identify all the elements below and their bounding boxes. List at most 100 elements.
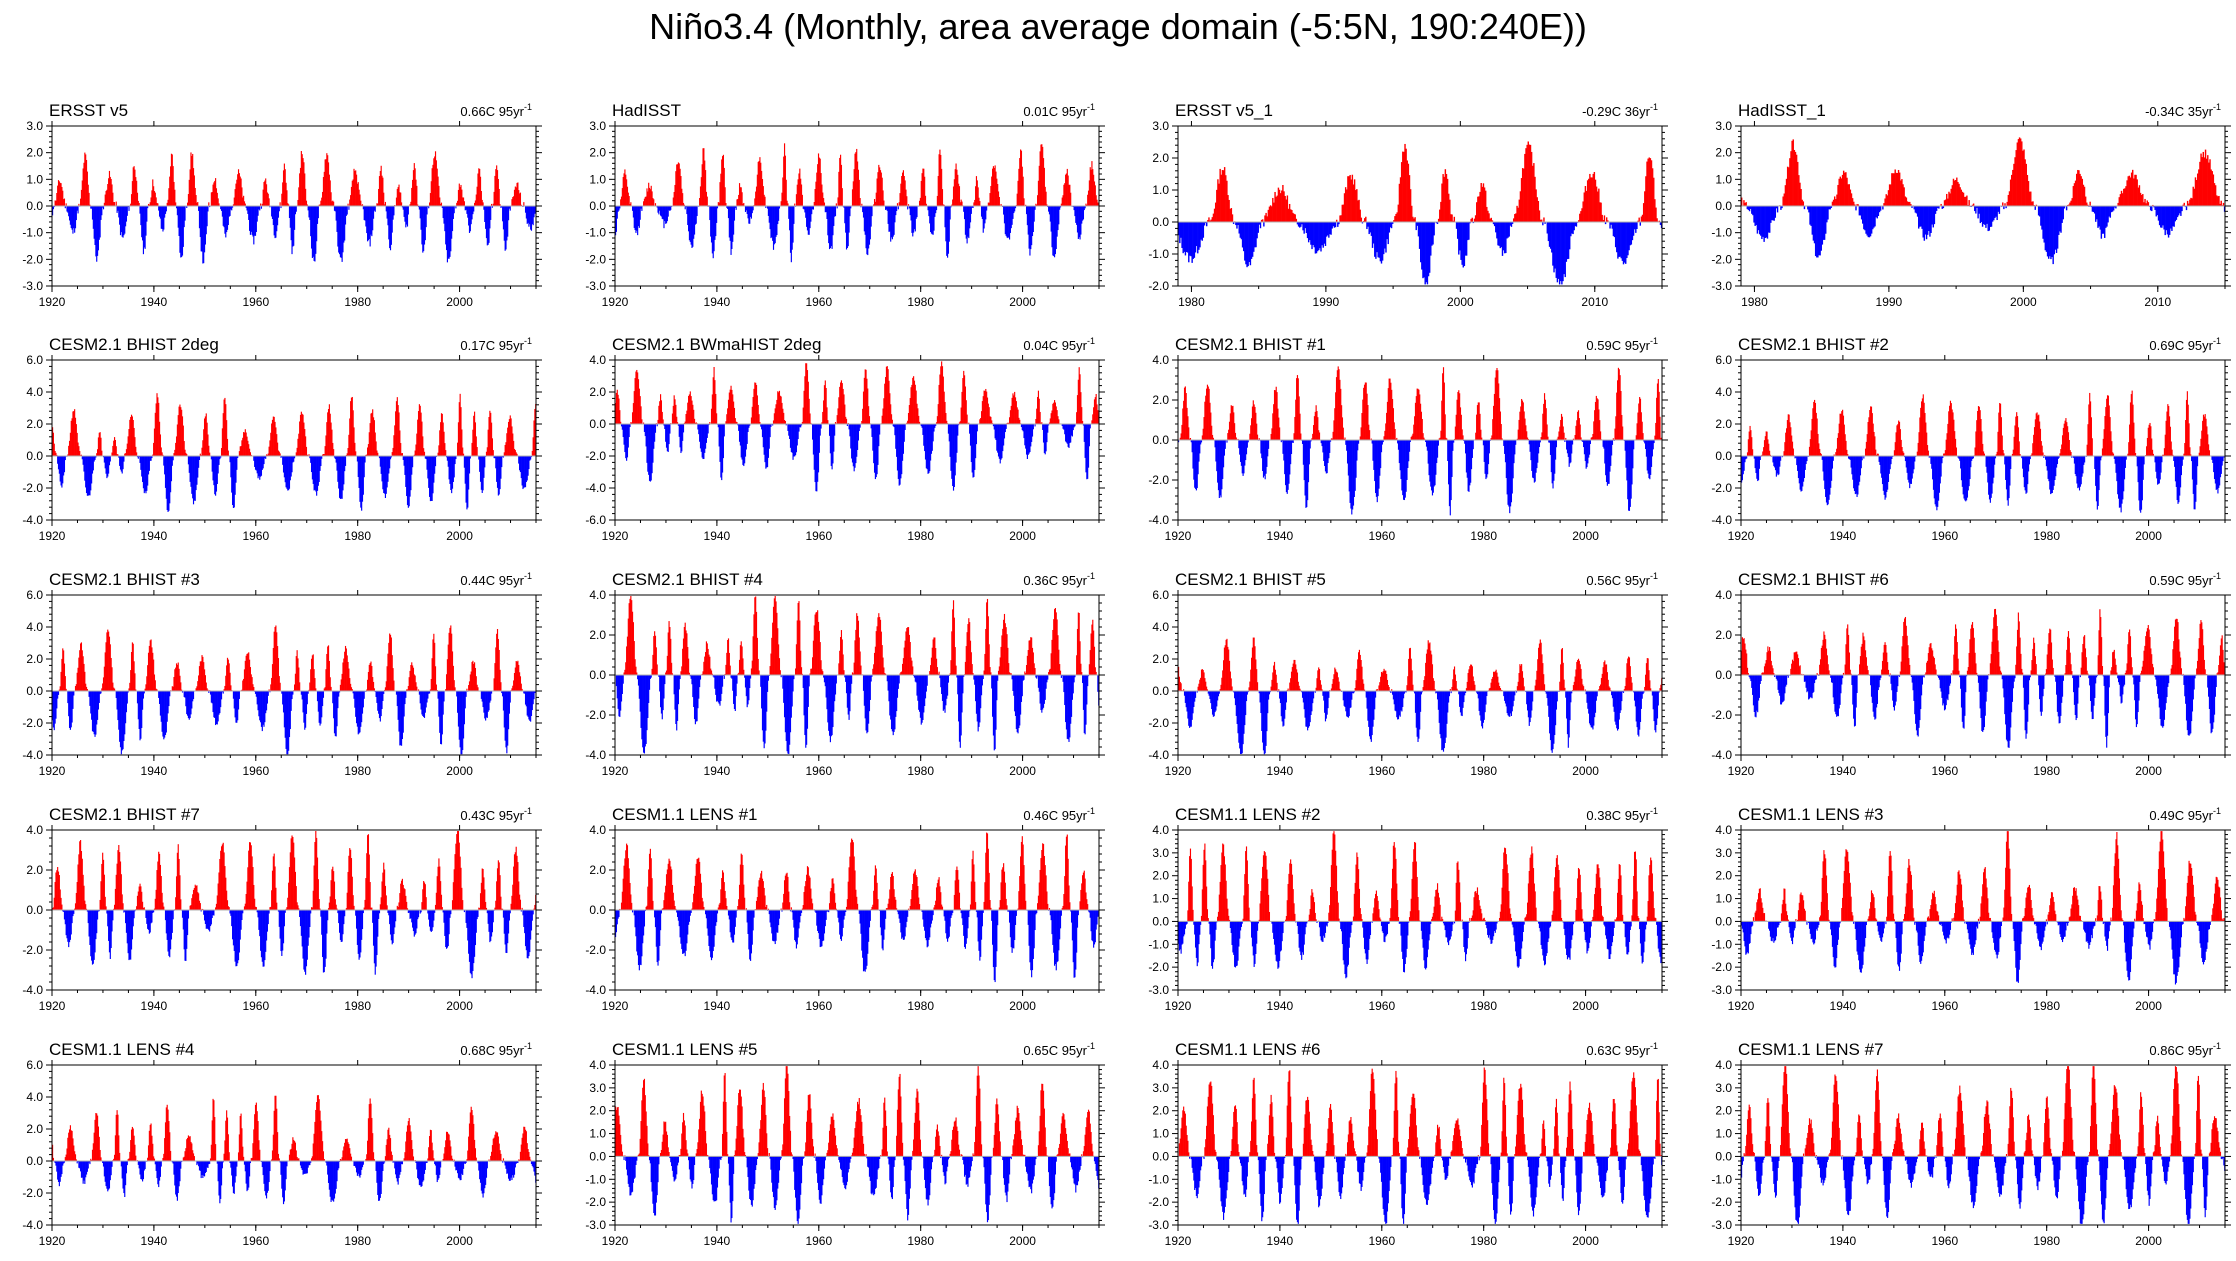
- anomaly-bar: [419, 206, 421, 219]
- anomaly-bar: [812, 206, 814, 210]
- anomaly-bar: [245, 206, 247, 208]
- anomaly-bar: [187, 202, 189, 206]
- anomaly-bar: [827, 206, 829, 236]
- anomaly-bar: [670, 206, 672, 210]
- anomaly-bar: [615, 206, 617, 232]
- anomaly-bar: [263, 182, 265, 206]
- anomaly-bar: [364, 206, 366, 221]
- anomaly-bar: [467, 206, 469, 218]
- anomaly-bar: [302, 158, 304, 206]
- anomaly-bar: [462, 197, 464, 206]
- anomaly-bar: [908, 206, 910, 209]
- anomaly-bar: [119, 206, 122, 236]
- anomaly-bar: [893, 206, 895, 235]
- anomaly-bar: [175, 202, 177, 206]
- anomaly-bar: [59, 182, 61, 206]
- y-tick-label: 0.0: [589, 199, 606, 213]
- anomaly-bar: [431, 168, 433, 206]
- anomaly-bar: [365, 206, 367, 227]
- y-tick-label: -4.0: [585, 481, 606, 495]
- anomaly-bar: [411, 187, 413, 206]
- anomaly-bar: [506, 206, 508, 241]
- anomaly-bar: [873, 204, 875, 206]
- anomaly-bar: [142, 206, 145, 255]
- anomaly-bar: [707, 424, 709, 434]
- trend-value: 0.66C 95yr: [460, 104, 524, 119]
- anomaly-bar: [425, 206, 427, 228]
- anomaly-bar: [1752, 449, 1754, 456]
- anomaly-bar: [492, 203, 494, 206]
- anomaly-bar: [900, 183, 902, 206]
- anomaly-bar: [412, 179, 414, 206]
- x-tick-label: 1960: [242, 295, 269, 309]
- anomaly-bar: [709, 206, 711, 221]
- anomaly-bar: [660, 206, 662, 217]
- anomaly-bar: [328, 174, 330, 206]
- anomaly-bar: [778, 206, 781, 209]
- anomaly-bar: [823, 198, 825, 206]
- anomaly-bar: [87, 184, 89, 206]
- anomaly-bar: [415, 179, 417, 206]
- anomaly-bar: [532, 206, 534, 226]
- anomaly-bar: [333, 206, 336, 211]
- anomaly-bar: [502, 206, 504, 222]
- anomaly-bar: [845, 206, 847, 233]
- anomaly-bar: [867, 206, 869, 256]
- anomaly-bar: [319, 204, 321, 206]
- anomaly-bar: [516, 182, 518, 206]
- anomaly-bar: [2065, 206, 2068, 211]
- anomaly-bar: [307, 206, 309, 211]
- anomaly-bar: [513, 196, 515, 206]
- anomaly-bar: [621, 188, 623, 206]
- panel-title: CESM2.1 BWmaHIST 2deg: [612, 335, 821, 354]
- anomaly-bar: [85, 154, 87, 206]
- anomaly-bar: [685, 206, 687, 208]
- anomaly-bar: [627, 192, 629, 206]
- anomaly-bar: [840, 164, 843, 206]
- anomaly-bar: [433, 158, 435, 206]
- anomaly-bar: [735, 206, 737, 210]
- anomaly-bar: [215, 188, 218, 206]
- anomaly-bar: [358, 189, 360, 206]
- anomaly-bar: [378, 188, 380, 206]
- anomaly-bar: [402, 206, 404, 210]
- anomaly-bar: [921, 173, 923, 206]
- anomaly-bar: [828, 206, 830, 244]
- anomaly-bar: [462, 197, 465, 206]
- anomaly-bar: [877, 172, 879, 206]
- anomaly-bar: [807, 206, 809, 235]
- anomaly-bar: [152, 179, 154, 206]
- anomaly-bar: [189, 169, 191, 206]
- anomaly-bar: [412, 456, 414, 468]
- anomaly-bar: [405, 206, 407, 228]
- anomaly-bar: [369, 206, 371, 247]
- anomaly-bar: [716, 206, 718, 223]
- anomaly-bar: [459, 186, 461, 206]
- anomaly-bar: [660, 206, 662, 216]
- anomaly-bar: [1622, 426, 1624, 440]
- anomaly-bar: [56, 193, 58, 206]
- page-title: Niño3.4 (Monthly, area average domain (-…: [649, 6, 1587, 47]
- anomaly-bar: [128, 206, 130, 211]
- anomaly-bar: [1329, 440, 1331, 453]
- anomaly-bar: [776, 206, 778, 236]
- anomaly-bar: [372, 206, 375, 219]
- anomaly-bar: [520, 204, 522, 206]
- anomaly-bar: [718, 202, 720, 206]
- anomaly-bar: [528, 206, 530, 227]
- anomaly-bar: [667, 206, 669, 217]
- y-tick-label: -2.0: [1148, 473, 1169, 487]
- anomaly-bar: [183, 206, 185, 228]
- anomaly-bar: [331, 201, 333, 206]
- anomaly-bar: [899, 193, 901, 206]
- anomaly-bar: [477, 173, 479, 206]
- anomaly-bar: [907, 206, 909, 210]
- anomaly-bar: [1206, 222, 1208, 227]
- panel-title: CESM2.1 BHIST #1: [1175, 335, 1326, 354]
- anomaly-bar: [198, 206, 201, 229]
- anomaly-bar: [774, 206, 776, 244]
- anomaly-bar: [812, 206, 814, 210]
- anomaly-bar: [285, 182, 287, 206]
- anomaly-bar: [233, 197, 235, 206]
- anomaly-bar: [826, 206, 828, 219]
